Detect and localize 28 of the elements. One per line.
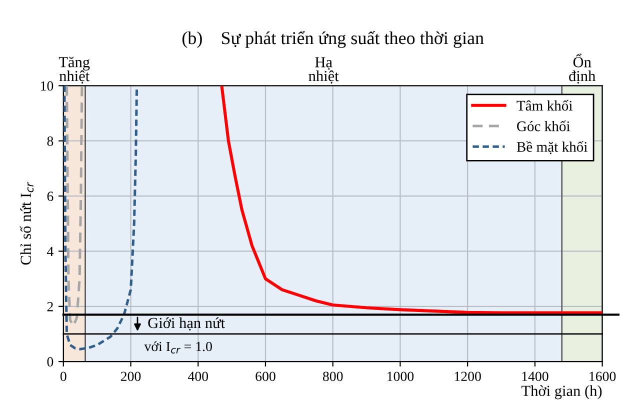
x-tick-label: 1600 [590, 372, 616, 382]
y-tick-label: 4 [47, 246, 54, 256]
x-tick-label: 1000 [388, 372, 414, 382]
x-tick-label: 1200 [454, 372, 481, 382]
x-tick-label: 1400 [522, 372, 548, 382]
line-series [63, 86, 138, 350]
annotation: Giới hạn nứt [148, 317, 225, 331]
x-tick-label: 600 [256, 372, 276, 382]
x-tick-label: 200 [120, 372, 141, 382]
legend-label: Bề mặt khối [516, 141, 588, 154]
line-series [220, 86, 602, 314]
y-tick-label: 10 [41, 81, 54, 91]
x-axis-title: Thời gian (h) [522, 385, 602, 400]
band-label: Hạ nhiệt [308, 57, 339, 84]
y-tick-label: 8 [47, 136, 54, 146]
y-tick-label: 0 [47, 357, 54, 367]
chart-title: (b) Sự phát triển ứng suất theo thời gian [182, 30, 484, 48]
legend-label: Góc khối [517, 120, 570, 132]
annotation: với I$_{cr}$ = 1.0 [144, 341, 212, 354]
x-tick-label: 400 [188, 372, 208, 382]
x-tick-label: 800 [322, 372, 343, 382]
band-label: Tăng nhiệt [58, 56, 90, 84]
y-tick-label: 2 [47, 302, 53, 312]
x-tick-label: 0 [60, 372, 66, 382]
band-label: Ổn định [569, 54, 596, 84]
y-tick-label: 6 [47, 192, 54, 201]
y-axis-title: Chỉ số nứt I$_{cr}$ [20, 182, 34, 265]
legend-label: Tâm khối [516, 100, 572, 111]
